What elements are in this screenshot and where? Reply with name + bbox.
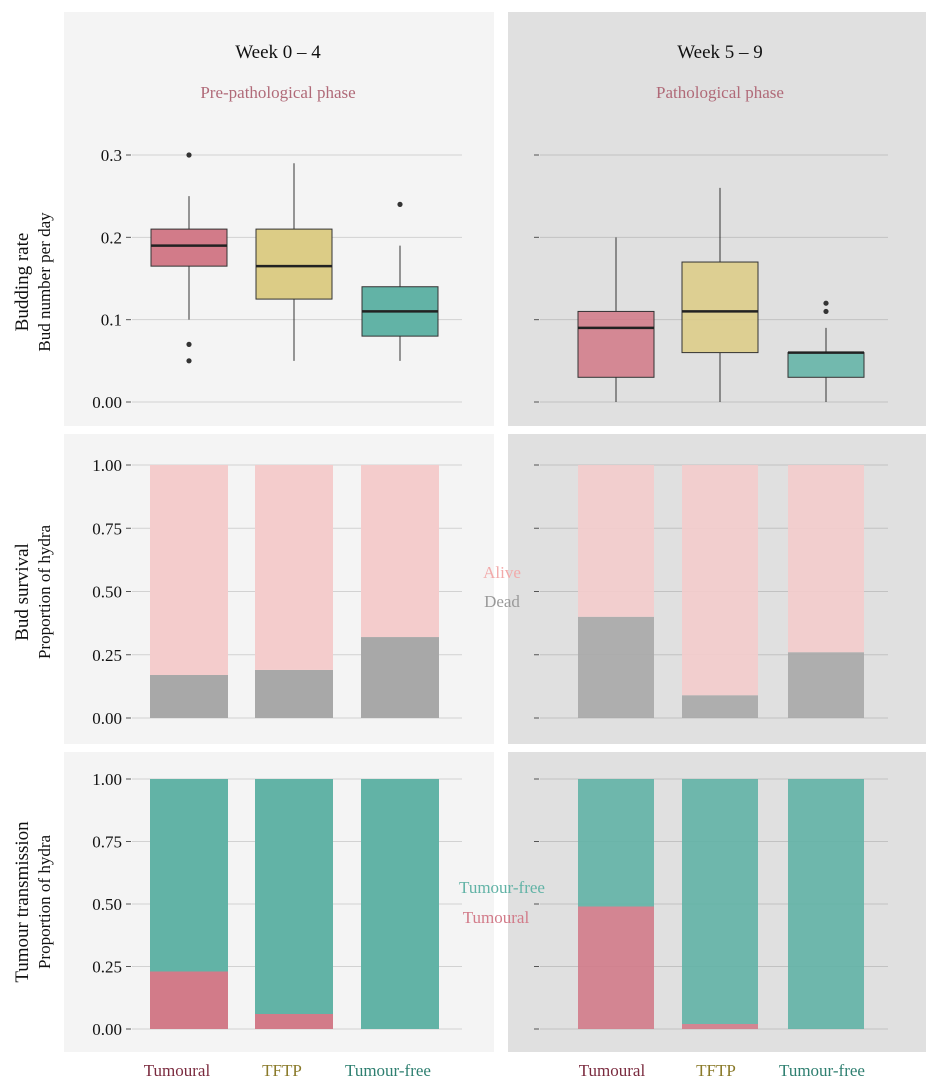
- outlier-point: [186, 152, 192, 158]
- bar-tumour-free: [788, 779, 864, 1029]
- category-label: Tumour-free: [779, 1061, 865, 1080]
- row-subtitle: Proportion of hydra: [35, 525, 54, 660]
- column-title: Week 5 – 9: [677, 42, 763, 63]
- category-label: Tumoural: [144, 1061, 211, 1080]
- y-tick-label: 0.25: [92, 646, 122, 665]
- row-title: Tumour transmission: [12, 821, 33, 983]
- category-label: TFTP: [696, 1061, 736, 1080]
- bar-alive: [682, 465, 758, 696]
- legend-tumoural: Tumoural: [463, 908, 530, 927]
- legend-tumour-free: Tumour-free: [459, 878, 545, 897]
- y-tick-label: 0.75: [92, 833, 122, 852]
- box-tftp: [255, 228, 333, 300]
- box-tftp: [681, 261, 759, 354]
- column-title: Week 0 – 4: [235, 42, 321, 63]
- legend-alive: Alive: [483, 563, 521, 582]
- y-tick-label: 0.25: [92, 958, 122, 977]
- bar-tumoural: [578, 906, 654, 1029]
- bar-alive: [361, 465, 439, 638]
- row-title: Bud survival: [12, 543, 33, 641]
- y-tick-label: 1.00: [92, 770, 122, 789]
- row-subtitle: Proportion of hydra: [35, 835, 54, 970]
- bar-tumour-free: [578, 779, 654, 907]
- outlier-point: [186, 358, 192, 364]
- outlier-point: [823, 308, 829, 315]
- y-tick-label: 0.50: [92, 583, 122, 602]
- y-tick-label: 0.1: [101, 311, 122, 330]
- category-label: TFTP: [262, 1061, 302, 1080]
- bar-tumour-free: [361, 779, 439, 1029]
- bar-tumour-free: [150, 779, 228, 972]
- category-label: Tumour-free: [345, 1061, 431, 1080]
- legend-dead: Dead: [484, 592, 520, 611]
- outlier-point: [823, 300, 829, 306]
- bar-tumoural: [255, 1014, 333, 1029]
- box-tumour-free: [787, 352, 865, 378]
- y-tick-label: 0.2: [101, 228, 122, 247]
- bar-dead: [788, 652, 864, 718]
- bar-dead: [682, 695, 758, 718]
- bar-dead: [255, 669, 333, 718]
- bar-dead: [361, 637, 439, 718]
- box-tumoural: [150, 228, 228, 267]
- y-tick-label: 0.50: [92, 895, 122, 914]
- y-tick-label: 0.00: [92, 709, 122, 728]
- y-tick-label: 0.00: [92, 393, 122, 412]
- y-tick-label: 1.00: [92, 456, 122, 475]
- row-subtitle: Bud number per day: [35, 212, 54, 352]
- bar-tumoural: [150, 971, 228, 1029]
- bar-tumour-free: [682, 779, 758, 1024]
- bar-alive: [788, 465, 864, 653]
- panel-background: [64, 12, 494, 426]
- category-label: Tumoural: [579, 1061, 646, 1080]
- outlier-point: [397, 201, 403, 207]
- bar-tumoural: [682, 1024, 758, 1029]
- bar-alive: [255, 465, 333, 670]
- bar-alive: [150, 465, 228, 675]
- y-tick-label: 0.75: [92, 519, 122, 538]
- outlier-point: [186, 341, 192, 347]
- phase-label: Pathological phase: [656, 83, 784, 102]
- row-title: Budding rate: [12, 233, 33, 332]
- box-tumoural: [577, 310, 655, 378]
- y-tick-label: 0.3: [101, 146, 122, 165]
- bar-tumour-free: [255, 779, 333, 1014]
- bar-dead: [150, 674, 228, 718]
- bar-alive: [578, 465, 654, 617]
- bar-dead: [578, 616, 654, 718]
- y-tick-label: 0.00: [92, 1020, 122, 1039]
- phase-label: Pre-pathological phase: [200, 83, 355, 102]
